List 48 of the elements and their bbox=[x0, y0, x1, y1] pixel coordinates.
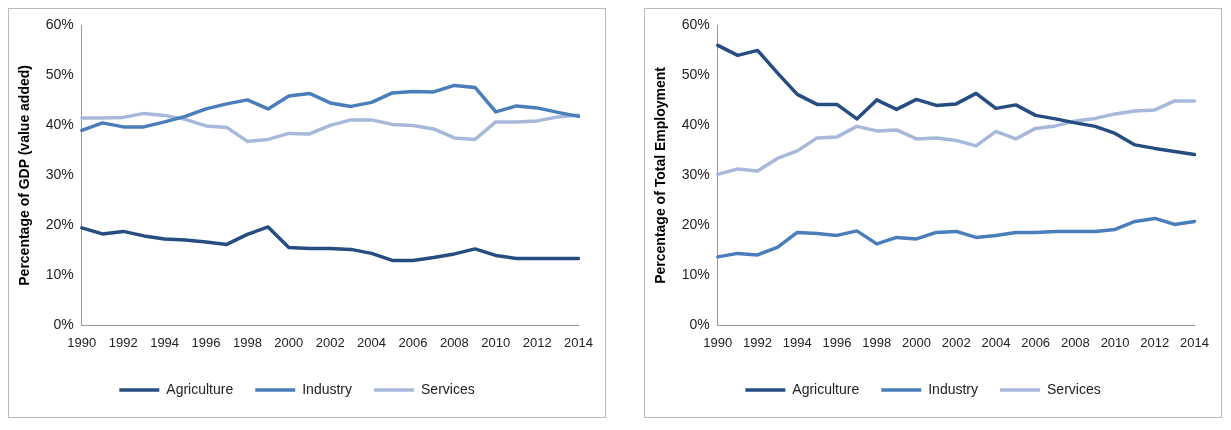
x-tick-label: 2010 bbox=[1100, 334, 1130, 350]
x-tick-label: 2004 bbox=[981, 334, 1011, 350]
y-tick-label: 50% bbox=[681, 66, 710, 83]
x-tick-label: 2008 bbox=[1060, 334, 1090, 350]
x-tick-label: 2002 bbox=[315, 334, 345, 350]
y-tick-label: 20% bbox=[45, 216, 74, 233]
y-tick-label: 40% bbox=[45, 116, 74, 133]
x-tick-label: 2006 bbox=[398, 334, 428, 350]
legend-label: Services bbox=[1047, 380, 1101, 397]
x-tick-label: 1996 bbox=[822, 334, 852, 350]
x-tick-label: 2008 bbox=[439, 334, 469, 350]
x-tick-label: 2012 bbox=[1140, 334, 1170, 350]
x-tick-label: 1998 bbox=[862, 334, 892, 350]
y-tick-label: 50% bbox=[45, 66, 74, 83]
y-tick-label: 40% bbox=[681, 116, 710, 133]
x-tick-label: 1996 bbox=[191, 334, 221, 350]
y-tick-label: 10% bbox=[45, 266, 74, 283]
y-tick-label: 60% bbox=[45, 16, 74, 33]
x-tick-label: 2014 bbox=[1180, 334, 1209, 350]
x-tick-label: 2012 bbox=[522, 334, 552, 350]
y-tick-label: 10% bbox=[681, 266, 710, 283]
legend-label: Industry bbox=[302, 380, 353, 397]
x-tick-label: 1992 bbox=[108, 334, 138, 350]
x-tick-label: 1998 bbox=[232, 334, 262, 350]
y-tick-label: 20% bbox=[681, 216, 710, 233]
y-tick-label: 0% bbox=[689, 316, 710, 333]
legend-label: Agriculture bbox=[166, 380, 234, 397]
x-tick-label: 2002 bbox=[941, 334, 971, 350]
y-tick-label: 0% bbox=[53, 316, 74, 333]
x-tick-label: 2000 bbox=[274, 334, 304, 350]
legend-label: Services bbox=[421, 380, 475, 397]
y-axis-title: Percentage of Total Employment bbox=[652, 66, 669, 284]
x-tick-label: 2004 bbox=[357, 334, 387, 350]
y-tick-label: 60% bbox=[681, 16, 710, 33]
legend-label: Industry bbox=[928, 380, 979, 397]
x-tick-label: 1992 bbox=[743, 334, 773, 350]
x-tick-label: 2000 bbox=[901, 334, 931, 350]
x-tick-label: 2014 bbox=[564, 334, 593, 350]
x-tick-label: 1990 bbox=[67, 334, 97, 350]
x-tick-label: 1994 bbox=[150, 334, 180, 350]
y-tick-label: 30% bbox=[681, 166, 710, 183]
x-tick-label: 2010 bbox=[481, 334, 511, 350]
x-tick-label: 1990 bbox=[703, 334, 733, 350]
x-tick-label: 2006 bbox=[1021, 334, 1051, 350]
x-tick-label: 1994 bbox=[782, 334, 812, 350]
y-tick-label: 30% bbox=[45, 166, 74, 183]
legend-label: Agriculture bbox=[792, 380, 860, 397]
y-axis-title: Percentage of GDP (value added) bbox=[16, 65, 33, 286]
